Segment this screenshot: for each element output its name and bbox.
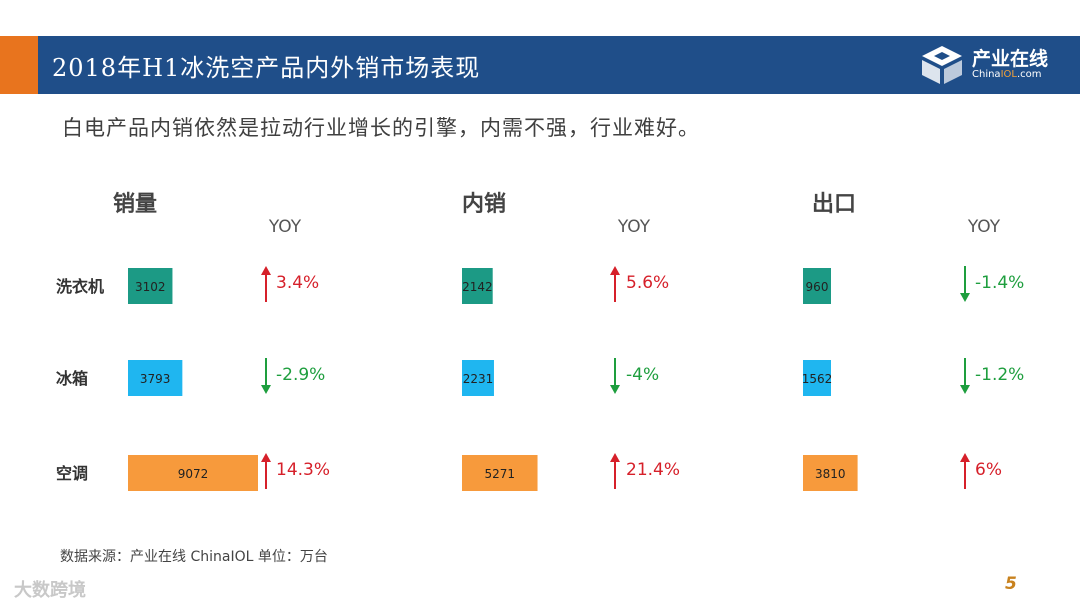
source-note: 数据来源：产业在线 ChinaIOL 单位：万台 — [60, 549, 328, 565]
chart-title: 销量 — [113, 192, 157, 217]
yoy-value: 6% — [975, 460, 1002, 480]
down-arrow-head-icon — [261, 385, 271, 394]
chart-title: 出口 — [812, 192, 856, 217]
yoy-value: -2.9% — [276, 365, 325, 385]
category-label: 洗衣机 — [56, 277, 104, 296]
yoy-value: 3.4% — [276, 273, 319, 293]
bar-value-label: 2231 — [463, 372, 494, 386]
bar — [128, 455, 258, 491]
bar — [128, 268, 173, 304]
up-arrow-head-icon — [610, 266, 620, 275]
bar-value-label: 5271 — [484, 467, 515, 481]
bar — [462, 455, 538, 491]
yoy-value: 14.3% — [276, 460, 330, 480]
chart-title: 内销 — [462, 192, 506, 217]
up-arrow-head-icon — [610, 453, 620, 462]
down-arrow-head-icon — [610, 385, 620, 394]
down-arrow-head-icon — [960, 293, 970, 302]
yoy-value: 21.4% — [626, 460, 680, 480]
yoy-header: YOY — [967, 217, 1001, 237]
bar — [462, 360, 494, 396]
bar — [803, 268, 831, 304]
bar-value-label: 3810 — [815, 467, 846, 481]
down-arrow-head-icon — [960, 385, 970, 394]
subtitle: 白电产品内销依然是拉动行业增长的引擎，内需不强，行业难好。 — [62, 116, 700, 140]
yoy-header: YOY — [617, 217, 651, 237]
bar-value-label: 1562 — [802, 372, 833, 386]
page-number: 5 — [1005, 574, 1017, 594]
bar — [803, 360, 831, 396]
bar — [128, 360, 183, 396]
title-bar: 2018年H1冰洗空产品内外销市场表现 产业在线 ChinaIOL.com — [38, 36, 1080, 94]
logo: 产业在线 ChinaIOL.com — [918, 42, 1068, 88]
bar — [803, 455, 858, 491]
yoy-value: -1.2% — [975, 365, 1024, 385]
category-label: 空调 — [56, 464, 88, 483]
logo-en-text: ChinaIOL.com — [972, 69, 1042, 80]
up-arrow-head-icon — [960, 453, 970, 462]
bar-value-label: 3102 — [135, 280, 166, 294]
yoy-header: YOY — [268, 217, 302, 237]
yoy-value: 5.6% — [626, 273, 669, 293]
yoy-value: -4% — [626, 365, 659, 385]
logo-cube-icon — [922, 46, 962, 84]
yoy-value: -1.4% — [975, 273, 1024, 293]
up-arrow-head-icon — [261, 266, 271, 275]
up-arrow-head-icon — [261, 453, 271, 462]
bar — [462, 268, 493, 304]
bar-value-label: 3793 — [140, 372, 171, 386]
watermark-brand: 大数跨境 — [14, 580, 86, 601]
page-title: 2018年H1冰洗空产品内外销市场表现 — [52, 54, 481, 82]
bar-value-label: 2142 — [462, 280, 493, 294]
logo-cn-text: 产业在线 — [972, 48, 1049, 70]
bar-value-label: 9072 — [178, 467, 209, 481]
bar-value-label: 960 — [806, 280, 829, 294]
category-label: 冰箱 — [56, 369, 88, 388]
header-accent — [0, 36, 38, 94]
